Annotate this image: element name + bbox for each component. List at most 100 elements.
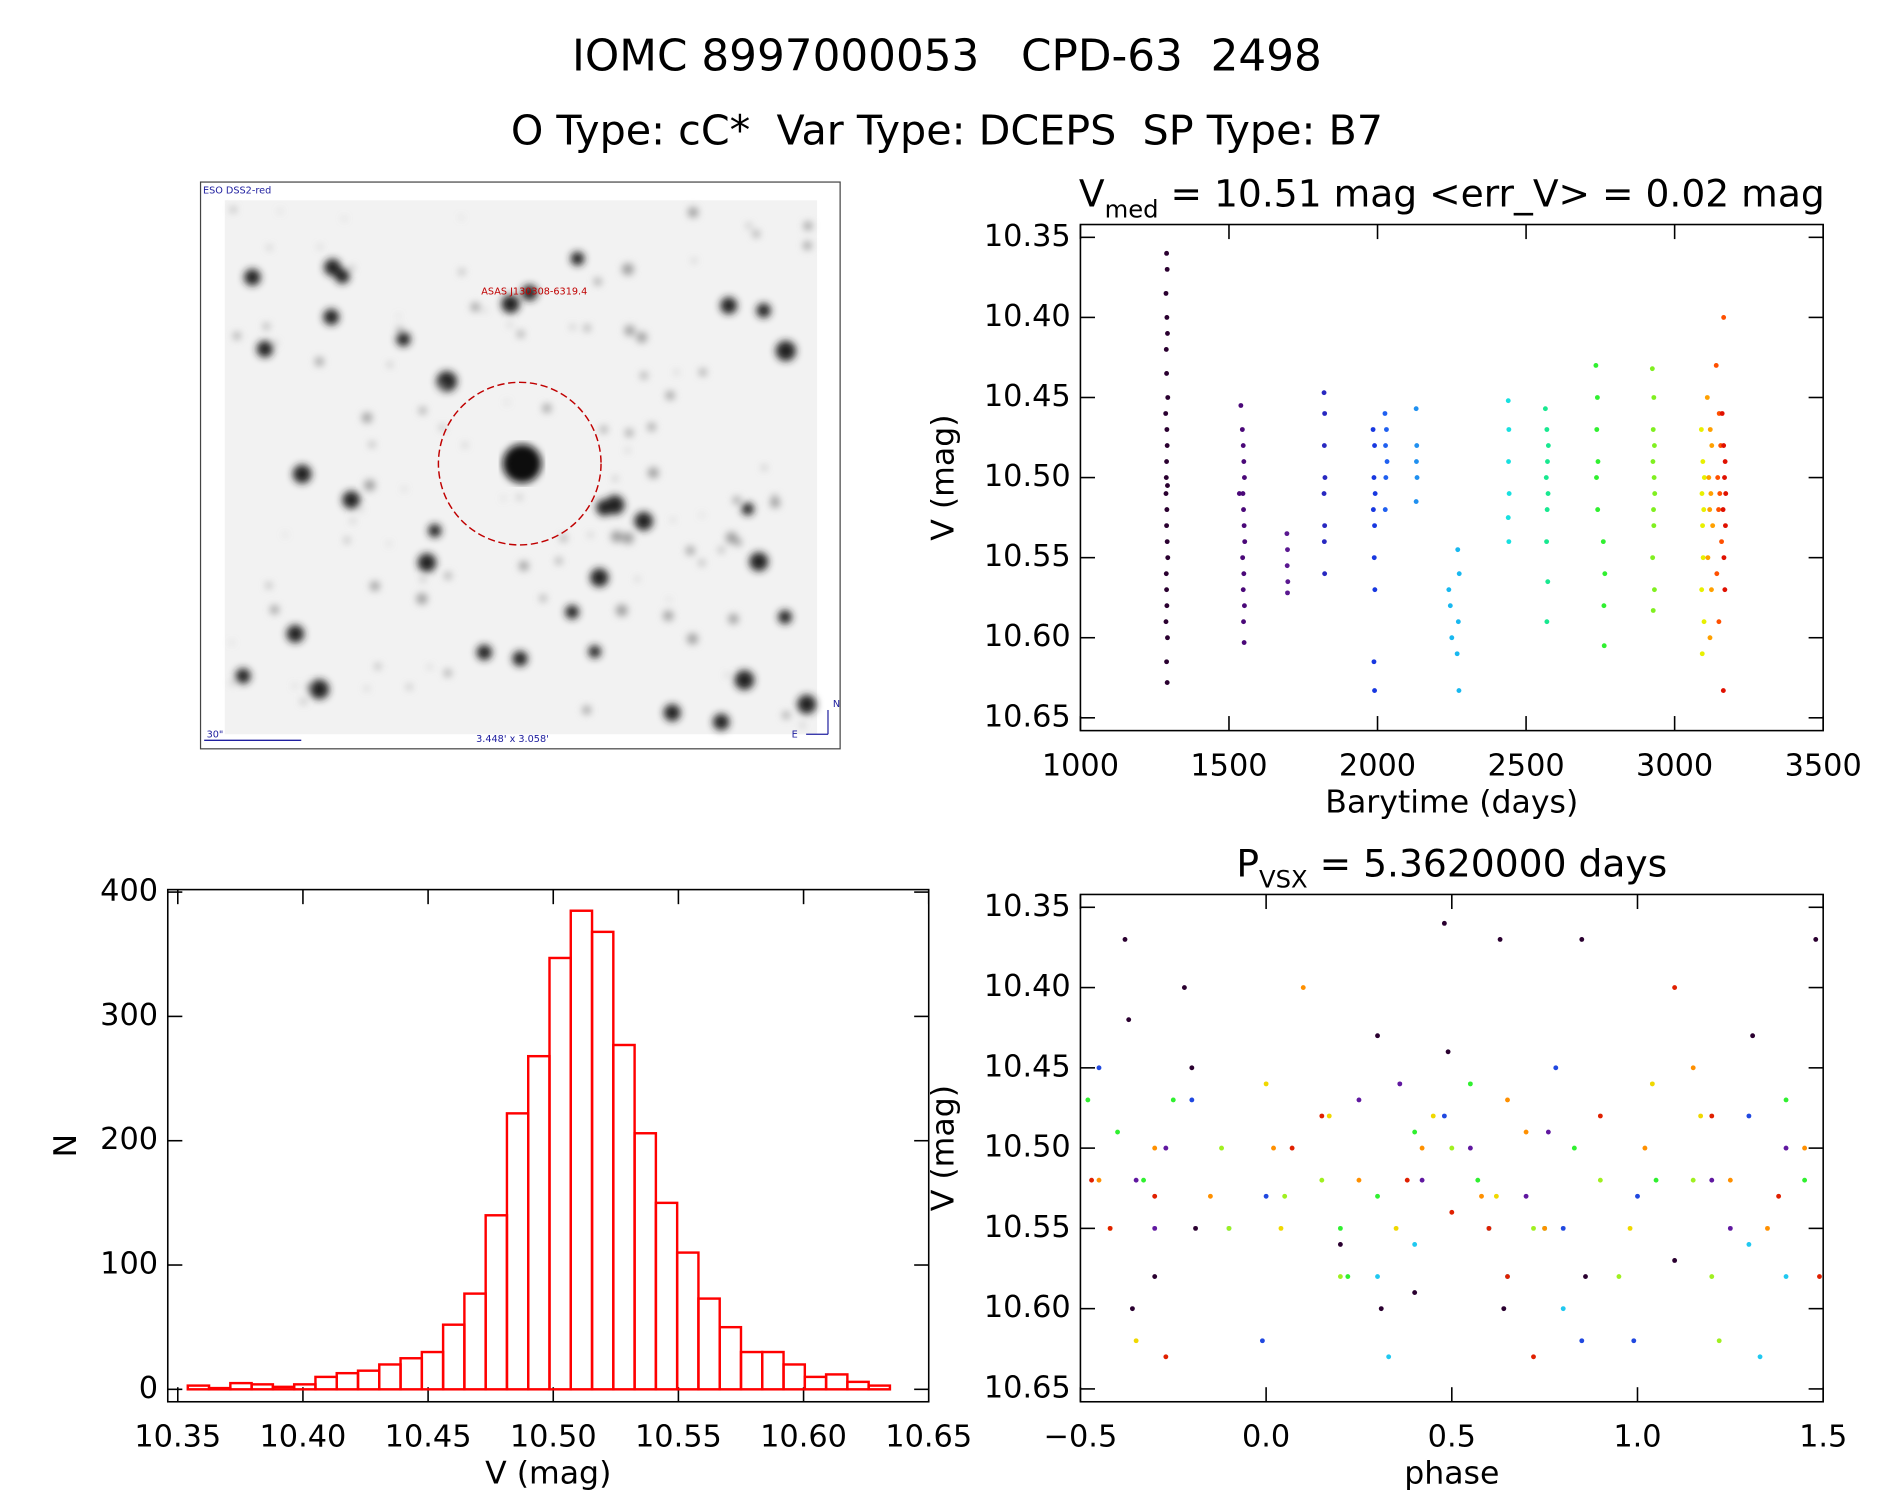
star bbox=[797, 694, 817, 714]
point bbox=[1651, 475, 1657, 480]
point bbox=[1701, 619, 1707, 625]
target-label: ASAS J130308-6319.4 bbox=[481, 286, 587, 297]
point bbox=[1652, 491, 1658, 497]
title-sub: med bbox=[1105, 194, 1159, 223]
point bbox=[1383, 475, 1389, 480]
point bbox=[1285, 590, 1290, 596]
x-tick-label: 3500 bbox=[1785, 749, 1862, 784]
y-axis-label: V (mag) bbox=[926, 414, 962, 540]
point bbox=[1699, 587, 1705, 593]
star bbox=[370, 581, 380, 591]
star bbox=[588, 533, 593, 537]
title-sub: VSX bbox=[1259, 864, 1308, 893]
star bbox=[483, 309, 487, 312]
star bbox=[741, 502, 755, 516]
star bbox=[770, 498, 781, 508]
point bbox=[1783, 1145, 1789, 1151]
point bbox=[1241, 507, 1246, 513]
point bbox=[1652, 443, 1657, 448]
point bbox=[1709, 443, 1715, 448]
star bbox=[263, 323, 270, 330]
star bbox=[615, 604, 628, 617]
y-tick-label: 10.65 bbox=[984, 699, 1071, 734]
point bbox=[1164, 371, 1170, 376]
star bbox=[519, 561, 529, 571]
point bbox=[1300, 985, 1306, 990]
survey-label: ESO DSS2-red bbox=[203, 186, 271, 197]
point bbox=[1372, 443, 1377, 448]
point bbox=[1505, 515, 1511, 521]
star bbox=[244, 268, 261, 286]
point bbox=[1727, 1225, 1733, 1231]
point bbox=[1501, 1306, 1507, 1312]
point bbox=[1690, 1065, 1696, 1071]
point bbox=[1723, 523, 1728, 529]
star bbox=[318, 245, 322, 249]
x-tick-label: −0.5 bbox=[1044, 1420, 1118, 1455]
star bbox=[459, 269, 465, 275]
point bbox=[1240, 555, 1246, 561]
field-label: 3.448' x 3.058' bbox=[476, 734, 549, 745]
point bbox=[1715, 475, 1721, 480]
star bbox=[542, 403, 552, 413]
star bbox=[463, 443, 467, 447]
histogram-bar bbox=[718, 1325, 743, 1391]
point bbox=[1164, 459, 1170, 464]
plot-frame bbox=[1079, 223, 1824, 732]
point bbox=[1441, 920, 1447, 926]
histogram-bar bbox=[229, 1381, 253, 1391]
point bbox=[1321, 491, 1327, 497]
y-tick-label: 10.50 bbox=[984, 459, 1071, 494]
point bbox=[1506, 427, 1512, 432]
plot-frame bbox=[166, 888, 930, 1403]
point bbox=[1813, 936, 1819, 942]
point bbox=[1356, 1097, 1362, 1103]
star bbox=[460, 216, 463, 219]
point bbox=[1544, 507, 1550, 513]
point bbox=[1727, 1177, 1733, 1183]
y-tick-label: 10.65 bbox=[984, 1370, 1071, 1405]
point bbox=[1721, 555, 1727, 561]
histogram-bar bbox=[867, 1384, 892, 1391]
star bbox=[587, 325, 590, 329]
star bbox=[444, 572, 452, 580]
point bbox=[1239, 427, 1245, 432]
star bbox=[560, 534, 567, 542]
y-tick-label: 10.50 bbox=[984, 1130, 1071, 1165]
point bbox=[1378, 1306, 1384, 1312]
point bbox=[1219, 1145, 1224, 1151]
point bbox=[1701, 475, 1707, 480]
star bbox=[647, 423, 656, 431]
y-tick-label: 10.35 bbox=[984, 219, 1071, 254]
point bbox=[1383, 443, 1388, 448]
star bbox=[762, 465, 767, 470]
histogram-bar bbox=[761, 1350, 785, 1391]
star bbox=[292, 464, 312, 484]
x-tick-label: 10.50 bbox=[510, 1420, 597, 1455]
point bbox=[1716, 1338, 1722, 1344]
point bbox=[1397, 1081, 1403, 1087]
star bbox=[278, 209, 282, 213]
point bbox=[1650, 608, 1656, 613]
point bbox=[1722, 587, 1728, 593]
point bbox=[1650, 427, 1656, 432]
point bbox=[1181, 985, 1187, 990]
point bbox=[1709, 1274, 1715, 1279]
point bbox=[1652, 587, 1657, 593]
star bbox=[233, 332, 241, 340]
y-tick-label: 200 bbox=[100, 1122, 158, 1157]
star bbox=[283, 533, 287, 536]
point bbox=[1241, 640, 1247, 645]
histogram-bar bbox=[484, 1214, 509, 1391]
point bbox=[1746, 1242, 1752, 1247]
point bbox=[1479, 1193, 1484, 1199]
point bbox=[1164, 603, 1170, 609]
point bbox=[1165, 555, 1171, 561]
point bbox=[1240, 491, 1246, 497]
star bbox=[594, 277, 602, 286]
star bbox=[517, 330, 525, 338]
point bbox=[1542, 1225, 1548, 1231]
point bbox=[1164, 507, 1170, 513]
point bbox=[1152, 1193, 1158, 1199]
point bbox=[1698, 1113, 1704, 1119]
